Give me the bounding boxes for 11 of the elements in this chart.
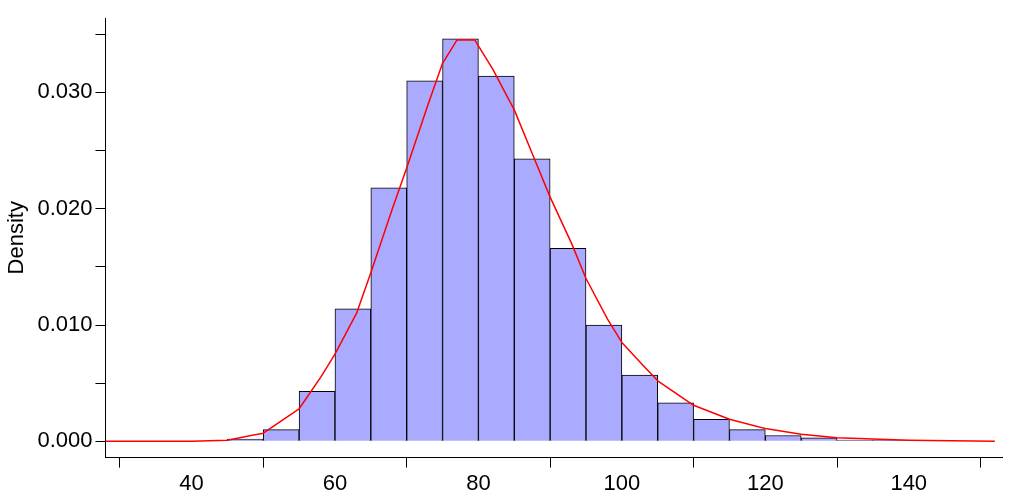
x-tick-label: 140 [890, 469, 928, 495]
y-tick-label: 0.020 [37, 194, 93, 220]
x-tick-label: 120 [746, 469, 784, 495]
x-tick-label: 60 [322, 469, 348, 495]
y-tick-label: 0.030 [37, 78, 93, 104]
y-axis-title: Density [3, 201, 29, 275]
y-tick-label: 0.010 [37, 311, 93, 337]
y-tick-label: 0.000 [37, 427, 93, 453]
x-tick-label: 80 [466, 469, 491, 495]
x-tick-label: 100 [603, 469, 641, 495]
x-tick-label: 40 [179, 469, 204, 495]
